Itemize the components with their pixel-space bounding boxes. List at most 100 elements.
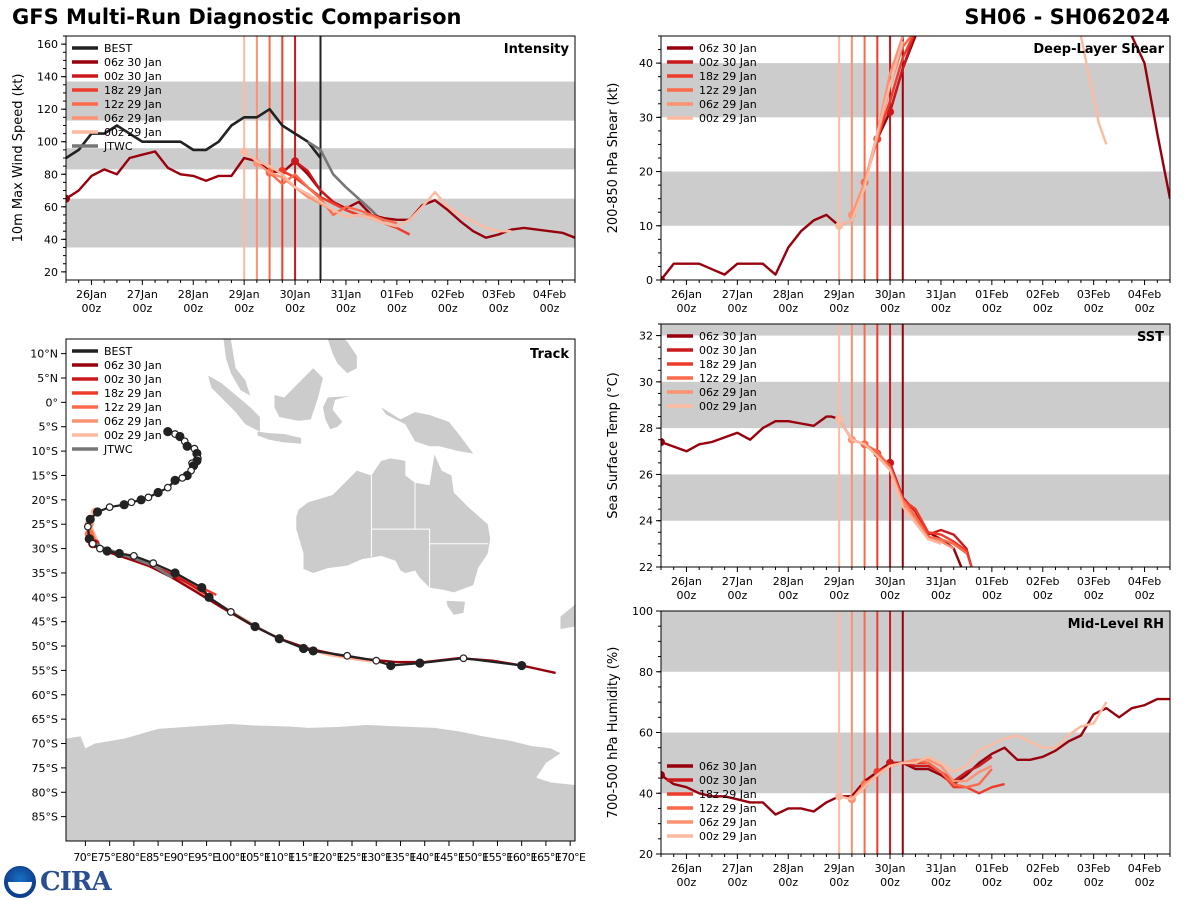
- x-tick-label: 27Jan: [722, 862, 753, 875]
- best-track-point: [119, 500, 129, 510]
- x-tick-label: 03Feb: [1077, 575, 1110, 588]
- axes-frame: [65, 338, 576, 842]
- x-tick-label: 00z: [931, 589, 951, 602]
- legend-label: 18z 29 Jan: [104, 84, 162, 97]
- best-track-point: [517, 660, 527, 671]
- legend-label: 06z 29 Jan: [699, 98, 757, 111]
- legend-label: 06z 29 Jan: [104, 112, 162, 125]
- x-tick-label: 00z: [438, 302, 458, 315]
- x-tick-label: 00z: [829, 302, 849, 315]
- legend-label: 00z 29 Jan: [104, 126, 162, 139]
- legend-label: 12z 29 Jan: [699, 802, 757, 815]
- legend-label: 12z 29 Jan: [104, 401, 162, 414]
- cira-logo: CIRA: [40, 867, 112, 897]
- init-point: [240, 147, 249, 156]
- x-tick-label: 100°E: [216, 851, 247, 864]
- best-track-point: [102, 546, 112, 556]
- y-tick-label: 60°S: [32, 689, 58, 702]
- y-tick-label: 80: [44, 168, 58, 181]
- init-point: [661, 771, 665, 780]
- x-tick-label: 120°E: [313, 851, 344, 864]
- x-tick-label: 00z: [677, 589, 697, 602]
- legend-label: 12z 29 Jan: [699, 372, 757, 385]
- malay-peninsula-land: [221, 339, 251, 396]
- y-tick-label: 10°N: [30, 348, 58, 361]
- legend-label: 06z 29 Jan: [699, 816, 757, 829]
- x-tick-label: 75°E: [98, 851, 123, 864]
- x-tick-label: 155°E: [482, 851, 513, 864]
- x-tick-label: 00z: [677, 876, 697, 889]
- x-tick-label: 02Feb: [1026, 288, 1059, 301]
- x-tick-label: 130°E: [361, 851, 392, 864]
- best-track-point: [182, 441, 192, 451]
- series-line: [876, 36, 915, 140]
- x-tick-label: 00z: [778, 876, 798, 889]
- series-line: [1130, 36, 1170, 199]
- series-group: [66, 107, 575, 239]
- panel-title: SST: [1137, 330, 1164, 345]
- best-track-point: [274, 634, 284, 644]
- legend-label: 06z 29 Jan: [104, 415, 162, 428]
- sulawesi-land: [322, 396, 350, 430]
- shaded-band: [661, 63, 1170, 118]
- x-tick-label: 26Jan: [671, 288, 702, 301]
- y-axis-label: 10m Max Wind Speed (kt): [11, 74, 26, 243]
- x-tick-label: 00z: [1033, 589, 1053, 602]
- series-line: [1079, 36, 1108, 145]
- y-tick-label: 60: [639, 727, 653, 740]
- x-tick-label: 30Jan: [875, 288, 906, 301]
- best-track-point: [96, 544, 104, 553]
- x-tick-label: 02Feb: [1026, 862, 1059, 875]
- x-tick-label: 00z: [982, 876, 1002, 889]
- x-tick-label: 135°E: [385, 851, 416, 864]
- x-tick-label: 04Feb: [1128, 575, 1161, 588]
- init-point: [66, 194, 70, 203]
- y-tick-label: 80°S: [32, 786, 58, 799]
- y-tick-label: 32: [639, 330, 653, 343]
- x-tick-label: 110°E: [264, 851, 295, 864]
- init-point: [835, 414, 844, 423]
- legend-label: 00z 30 Jan: [699, 774, 757, 787]
- init-point: [835, 792, 844, 801]
- x-tick-label: 01Feb: [975, 862, 1008, 875]
- x-tick-label: 00z: [183, 302, 203, 315]
- y-tick-label: 100: [632, 605, 653, 618]
- land-group: [66, 339, 575, 841]
- y-tick-label: 20: [639, 848, 653, 861]
- best-track-point: [144, 493, 153, 502]
- y-tick-label: 0: [646, 274, 653, 287]
- series-group: [661, 36, 1170, 280]
- best-track-point: [105, 503, 114, 512]
- x-tick-label: 00z: [1135, 302, 1155, 315]
- x-tick-label: 03Feb: [482, 288, 515, 301]
- storm-id: SH06 - SH062024: [964, 5, 1170, 29]
- best-track-point: [92, 507, 103, 517]
- x-tick-label: 00z: [931, 302, 951, 315]
- series-group: [661, 414, 973, 567]
- y-tick-label: 80: [639, 666, 653, 679]
- y-tick-label: 75°S: [32, 762, 58, 775]
- series-group: [661, 697, 1170, 816]
- x-tick-label: 00z: [829, 589, 849, 602]
- panel-title: Deep-Layer Shear: [1033, 42, 1164, 57]
- shaded-band: [661, 611, 1170, 672]
- best-track-point: [88, 539, 97, 548]
- x-tick-label: 29Jan: [824, 862, 855, 875]
- legend-label: 12z 29 Jan: [699, 84, 757, 97]
- y-tick-label: 45°S: [32, 616, 58, 629]
- x-tick-label: 00z: [1135, 876, 1155, 889]
- x-tick-label: 00z: [1033, 876, 1053, 889]
- series-line: [838, 701, 1108, 801]
- y-tick-label: 0°: [46, 396, 59, 409]
- best-track-point: [83, 522, 92, 531]
- philippines-land: [327, 339, 357, 374]
- y-tick-label: 140: [37, 71, 58, 84]
- x-tick-label: 30Jan: [875, 862, 906, 875]
- y-tick-label: 5°S: [39, 421, 58, 434]
- x-tick-label: 90°E: [170, 851, 195, 864]
- init-point: [661, 276, 665, 280]
- shaded-band: [661, 381, 1170, 429]
- legend-label: 06z 29 Jan: [699, 386, 757, 399]
- x-tick-label: 31Jan: [925, 288, 956, 301]
- best-track-point: [386, 660, 396, 671]
